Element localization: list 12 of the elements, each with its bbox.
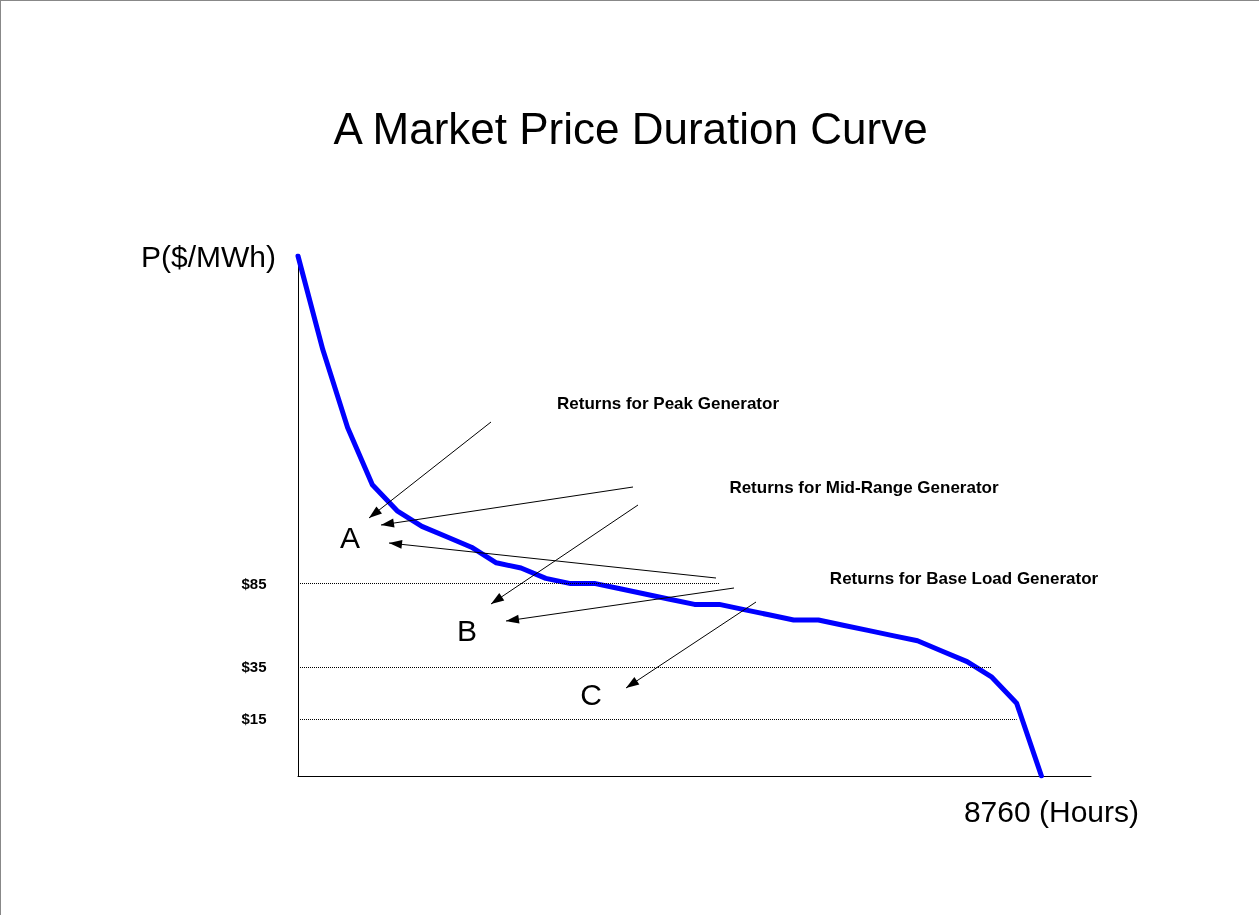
annotation: A	[339, 520, 361, 554]
text: $15	[241, 710, 267, 728]
x-axis-title: 8760 (Hours)	[963, 794, 1139, 828]
text: $35	[241, 658, 267, 676]
annotation: Returns for Mid-Range Generator	[729, 477, 999, 497]
text: $85	[241, 575, 267, 593]
annotation: B	[456, 613, 478, 647]
annotation: C	[580, 677, 602, 711]
annotation: Returns for Base Load Generator	[829, 568, 1099, 588]
y-axis-title: P($/MWh)	[141, 239, 276, 273]
chart-title: A Market Price Duration Curve	[333, 103, 928, 153]
annotation: Returns for Peak Generator	[556, 393, 780, 413]
